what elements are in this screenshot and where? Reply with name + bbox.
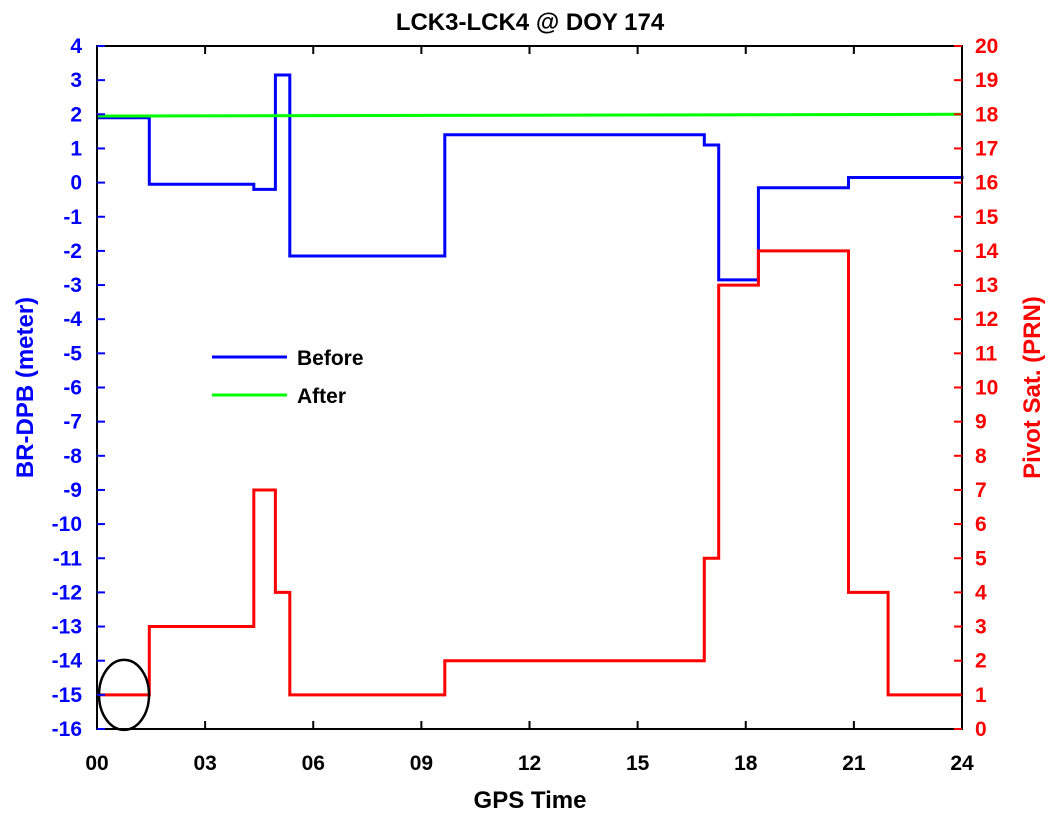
left-tick-label: 0 (70, 172, 82, 195)
left-tick-label: -14 (52, 650, 83, 673)
right-tick-label: 7 (975, 479, 987, 502)
legend-after-label: After (297, 385, 346, 408)
left-tick-label: -11 (53, 547, 83, 570)
left-tick-label: 2 (70, 103, 82, 126)
right-tick-label: 14 (975, 240, 999, 263)
right-tick-label: 4 (975, 581, 987, 604)
right-tick-label: 3 (975, 616, 987, 639)
x-tick-label: 21 (842, 752, 866, 775)
left-tick-label: -15 (52, 684, 83, 707)
right-tick-label: 18 (975, 103, 999, 126)
right-tick-label: 19 (975, 69, 998, 92)
x-tick-label: 15 (626, 752, 650, 775)
right-tick-label: 12 (975, 308, 998, 331)
x-axis-label: GPS Time (474, 787, 587, 814)
left-tick-label: -5 (63, 342, 82, 365)
left-tick-label: -8 (63, 445, 82, 468)
left-tick-label: 1 (70, 137, 82, 160)
x-tick-label: 24 (950, 752, 974, 775)
legend-before-label: Before (297, 347, 364, 370)
x-tick-label: 00 (85, 752, 108, 775)
right-tick-label: 17 (975, 137, 998, 160)
left-tick-label: -2 (63, 240, 82, 263)
left-tick-label: -1 (63, 206, 82, 229)
left-tick-label: -7 (63, 411, 82, 434)
series-pivot-line (97, 249, 962, 697)
left-tick-label: -9 (63, 479, 82, 502)
right-tick-label: 11 (975, 342, 998, 365)
x-axis: 00 03 06 09 12 15 18 21 24 (85, 46, 974, 775)
left-tick-label: -6 (63, 377, 82, 400)
right-y-axis-label: Pivot Sat. (PRN) (1019, 296, 1046, 479)
left-tick-label: -10 (52, 513, 82, 536)
left-tick-label: -13 (52, 616, 82, 639)
x-tick-label: 06 (302, 752, 325, 775)
right-tick-label: 8 (975, 445, 987, 468)
left-tick-label: -12 (52, 581, 82, 604)
right-tick-label: 0 (975, 718, 987, 741)
left-y-axis-label: BR-DPB (meter) (12, 297, 39, 478)
right-tick-label: 20 (975, 35, 998, 58)
legend: Before After (212, 347, 364, 408)
chart-title: LCK3-LCK4 @ DOY 174 (396, 9, 665, 36)
left-tick-label: -16 (52, 718, 82, 741)
right-tick-label: 15 (975, 206, 999, 229)
right-tick-label: 9 (975, 411, 987, 434)
right-tick-label: 16 (975, 172, 998, 195)
right-tick-label: 6 (975, 513, 987, 536)
right-tick-label: 5 (975, 547, 987, 570)
left-y-axis: 4 3 2 1 0 -1 -2 -3 -4 -5 -6 -7 -8 -9 -10 -11 -12 -13 -14 -1… (52, 35, 105, 741)
series-after-line (96, 112, 963, 118)
x-tick-label: 12 (518, 752, 541, 775)
x-tick-label: 09 (410, 752, 433, 775)
left-tick-label: 3 (70, 69, 82, 92)
right-tick-label: 2 (975, 650, 987, 673)
left-tick-label: -4 (63, 308, 82, 331)
x-tick-label: 03 (193, 752, 216, 775)
x-tick-label: 18 (734, 752, 758, 775)
left-tick-label: 4 (70, 35, 82, 58)
right-tick-label: 1 (975, 684, 987, 707)
right-tick-label: 10 (975, 377, 998, 400)
series-layer (96, 73, 964, 732)
right-tick-label: 13 (975, 274, 998, 297)
left-tick-label: -3 (63, 274, 82, 297)
series-before-line (97, 73, 964, 282)
